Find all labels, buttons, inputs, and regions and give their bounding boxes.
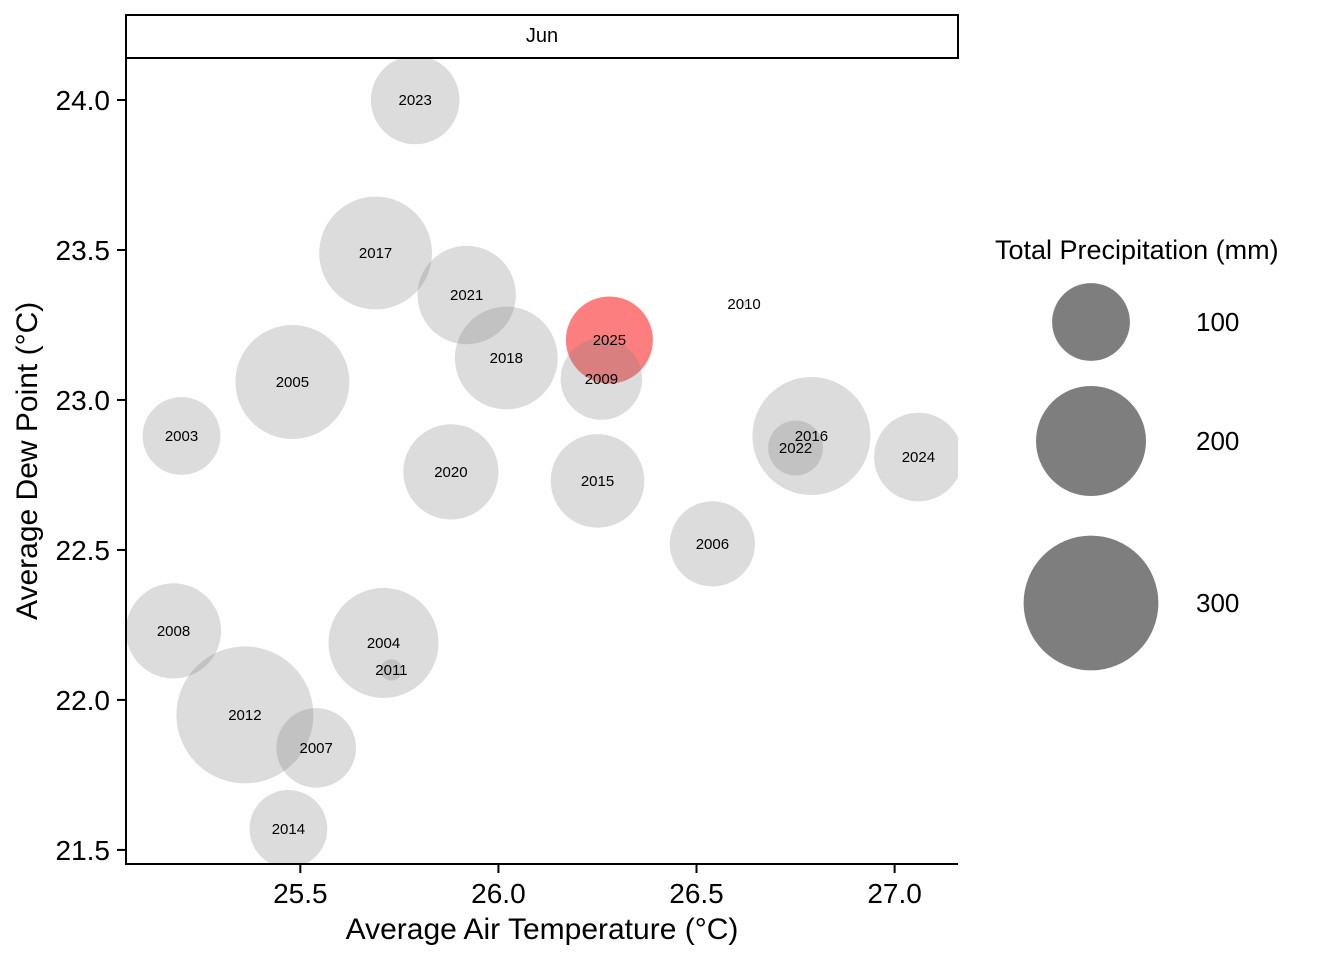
y-axis-title: Average Dew Point (°C) xyxy=(11,301,44,621)
bubble-label-2003: 2003 xyxy=(165,428,198,445)
size-legend: 100 200 300 xyxy=(1023,283,1239,671)
bubble-label-2012: 2012 xyxy=(228,707,261,724)
bubble-2006 xyxy=(669,501,756,587)
bubble-2024 xyxy=(874,412,958,502)
bubble-label-2022: 2022 xyxy=(779,440,812,457)
bubble-label-2025: 2025 xyxy=(593,332,626,349)
bubble-label-2010: 2010 xyxy=(727,296,760,313)
x-tick-label: 26.0 xyxy=(471,878,526,909)
bubble-label-2020: 2020 xyxy=(434,464,467,481)
bubble-2020 xyxy=(403,424,499,520)
y-tick-label: 22.0 xyxy=(56,685,111,716)
bubble-2017 xyxy=(319,196,432,310)
bubble-label-2018: 2018 xyxy=(490,350,523,367)
bubble-2009 xyxy=(560,338,643,420)
bubble-label-2005: 2005 xyxy=(276,374,309,391)
bubble-label-2011: 2011 xyxy=(375,662,407,679)
bubble-2023 xyxy=(370,58,460,145)
facet-strip-label: Jun xyxy=(525,25,559,47)
legend-circle-300 xyxy=(1023,535,1159,671)
bubble-2005 xyxy=(235,325,350,439)
bubble-2003 xyxy=(142,397,221,475)
bubble-label-2014: 2014 xyxy=(272,821,305,838)
bubble-2010 xyxy=(741,301,748,307)
bubble-label-2008: 2008 xyxy=(157,623,190,640)
legend-title: Total Precipitation (mm) xyxy=(995,235,1279,265)
bubble-layer xyxy=(126,58,958,864)
bubble-label-2015: 2015 xyxy=(581,473,614,490)
bubble-2014 xyxy=(249,790,328,864)
legend-value-300: 300 xyxy=(1196,588,1239,618)
bubble-label-2023: 2023 xyxy=(399,92,432,109)
bubble-label-2006: 2006 xyxy=(696,536,729,553)
x-tick-label: 27.0 xyxy=(867,878,922,909)
x-tick-label: 25.5 xyxy=(273,878,328,909)
bubble-2011 xyxy=(380,659,403,681)
bubble-2015 xyxy=(550,434,645,528)
bubble-2012 xyxy=(176,646,314,784)
legend-value-200: 200 xyxy=(1196,426,1239,456)
bubble-label-2004: 2004 xyxy=(367,635,400,652)
facet-strip: Jun xyxy=(125,14,959,59)
bubble-label-2007: 2007 xyxy=(300,740,333,757)
bubble-2008 xyxy=(126,583,222,679)
bubble-2004 xyxy=(328,587,439,698)
y-tick-label: 23.5 xyxy=(56,235,111,266)
bubble-label-2009: 2009 xyxy=(585,371,618,388)
y-tick-label: 21.5 xyxy=(56,835,111,866)
legend-value-100: 100 xyxy=(1196,307,1239,337)
y-tick-label: 22.5 xyxy=(56,535,111,566)
bubble-label-layer: 2003 2004 2005 2006 2007 2008 2009 2010 2011 2012… xyxy=(157,92,935,838)
bubble-2016 xyxy=(752,377,871,495)
bubble-2025 xyxy=(565,296,653,384)
x-axis-title: Average Air Temperature (°C) xyxy=(345,913,739,946)
bubble-2021 xyxy=(417,245,516,345)
bubble-2018 xyxy=(454,306,558,410)
bubble-label-2021: 2021 xyxy=(450,287,483,304)
y-tick-label: 23.0 xyxy=(56,385,111,416)
bubble-label-2016: 2016 xyxy=(795,428,828,445)
x-tick-label: 26.5 xyxy=(669,878,724,909)
bubble-2022 xyxy=(768,420,823,476)
legend-circle-200 xyxy=(1036,386,1146,496)
legend-circle-100 xyxy=(1052,283,1130,361)
bubble-label-2017: 2017 xyxy=(359,245,392,262)
bubble-2007 xyxy=(276,708,357,788)
y-tick-label: 24.0 xyxy=(56,85,111,116)
bubble-label-2024: 2024 xyxy=(902,449,935,466)
